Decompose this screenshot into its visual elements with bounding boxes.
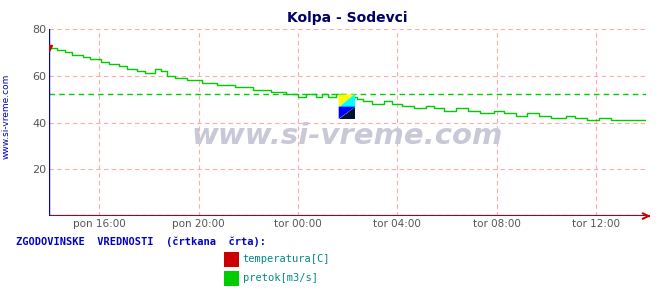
Text: ZGODOVINSKE  VREDNOSTI  (črtkana  črta):: ZGODOVINSKE VREDNOSTI (črtkana črta): xyxy=(16,236,266,247)
Polygon shape xyxy=(339,107,355,119)
Bar xyxy=(224,252,239,267)
Text: temperatura[C]: temperatura[C] xyxy=(243,254,330,264)
Polygon shape xyxy=(339,107,355,119)
Title: Kolpa - Sodevci: Kolpa - Sodevci xyxy=(287,11,408,25)
Text: www.si-vreme.com: www.si-vreme.com xyxy=(2,73,11,159)
Polygon shape xyxy=(339,95,355,107)
Polygon shape xyxy=(339,95,355,107)
Bar xyxy=(224,271,239,286)
Text: pretok[m3/s]: pretok[m3/s] xyxy=(243,273,318,283)
Text: www.si-vreme.com: www.si-vreme.com xyxy=(192,122,503,150)
